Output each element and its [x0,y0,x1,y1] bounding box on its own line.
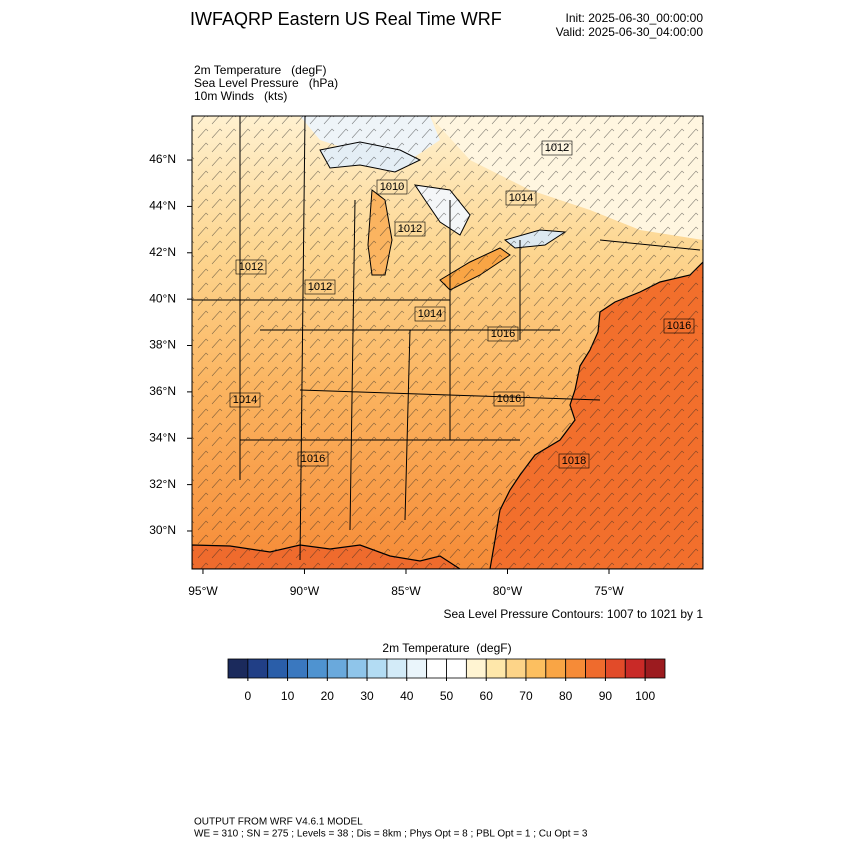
contour-label: 1012 [545,142,569,154]
footer: WE = 310 ; SN = 275 ; Levels = 38 ; Dis … [194,829,588,840]
lon-tick-label: 80°W [493,584,523,598]
footer: OUTPUT FROM WRF V4.6.1 MODEL [194,817,363,828]
colorbar-tick-label: 10 [281,689,295,703]
lat-tick-label: 44°N [149,199,176,213]
valid-time: Valid: 2025-06-30_04:00:00 [556,25,704,39]
colorbar-box [406,658,428,679]
contour-label-box [505,190,537,206]
lat-tick-label: 30°N [149,523,176,537]
contour-label: 1012 [308,281,332,293]
lon-tick-label: 75°W [594,584,624,598]
contour-label: 1012 [239,261,263,273]
lon-tick-label: 85°W [391,584,421,598]
colorbar-tick-label: 0 [245,689,252,703]
colorbar-box [545,658,567,679]
init-time: Init: 2025-06-30_00:00:00 [566,11,704,25]
contour-label-box [304,279,336,295]
colorbar-box [525,658,547,679]
field-label: 2m Temperature (degF) [194,63,327,77]
colorbar-box [267,658,288,679]
colorbar-tick-label: 40 [400,689,414,703]
contour-label: 1018 [562,455,586,467]
lat-tick-label: 36°N [149,384,176,398]
map-frame [191,115,704,570]
colorbar-box [446,658,467,679]
colorbar-tick-label: 60 [480,689,494,703]
map [192,116,703,569]
contour-label-box [229,392,261,408]
colorbar-tick-label: 80 [559,689,573,703]
contour-label: 1012 [398,223,422,235]
lat-tick-label: 38°N [149,338,176,352]
contour-label-box [414,306,446,322]
contour-label: 1014 [233,394,257,406]
contour-label: 1016 [497,393,521,405]
colorbar-box [386,658,408,679]
lat-tick-label: 40°N [149,291,176,305]
contour-label-box [541,140,573,156]
colorbar-tick-label: 100 [635,689,655,703]
contour-labels: 1012 1010 1014 1012 1012 1012 1014 1016 1016 1014… [229,140,695,469]
contour-label-box [235,259,267,275]
colorbar-box [465,658,487,679]
lat-tick-label: 34°N [149,430,176,444]
colorbar-title: 2m Temperature (degF) [382,641,511,655]
field-label: 10m Winds (kts) [194,89,287,103]
contour-label-box [558,453,590,469]
colorbar-box [287,658,308,679]
colorbar-tick-label: 20 [321,689,335,703]
lat-tick-label: 42°N [149,245,176,259]
colorbar-box [605,658,626,679]
contour-label: 1016 [301,453,325,465]
contour-label: 1016 [491,328,515,340]
lon-tick-label: 95°W [188,584,218,598]
contour-label: 1014 [418,308,442,320]
field-label: Sea Level Pressure (hPa) [194,76,338,90]
contour-note: Sea Level Pressure Contours: 1007 to 102… [444,607,704,621]
colorbar-box [247,658,269,679]
contour-label-box [493,391,525,407]
colorbar-box [346,658,368,679]
colorbar-tick-label: 30 [360,689,374,703]
lon-tick-label: 90°W [290,584,320,598]
colorbar-box [565,658,586,679]
contour-label: 1014 [509,192,533,204]
colorbar-box [505,658,527,679]
colorbar-box [227,658,249,679]
lat-tick-label: 46°N [149,152,176,166]
colorbar-box [644,658,666,679]
colorbar-box [485,658,507,679]
colorbar-box [624,658,646,679]
title: IWFAQRP Eastern US Real Time WRF [190,9,502,29]
contour-label-box [663,318,695,334]
colorbar-box [366,658,388,679]
contour-label-box [487,326,519,342]
contour-label-box [297,451,329,467]
contour-label: 1016 [667,320,691,332]
colorbar-box [585,658,606,679]
colorbar-box [307,658,328,679]
colorbar-tick-label: 70 [519,689,533,703]
contour-label: 1010 [380,181,404,193]
colorbar-tick-label: 50 [440,689,454,703]
colorbar-box [426,658,447,679]
contour-label-box [394,221,426,237]
contour-label-box [376,179,408,195]
colorbar-tick-label: 90 [599,689,613,703]
lat-tick-label: 32°N [149,477,176,491]
colorbar-box [326,658,348,679]
